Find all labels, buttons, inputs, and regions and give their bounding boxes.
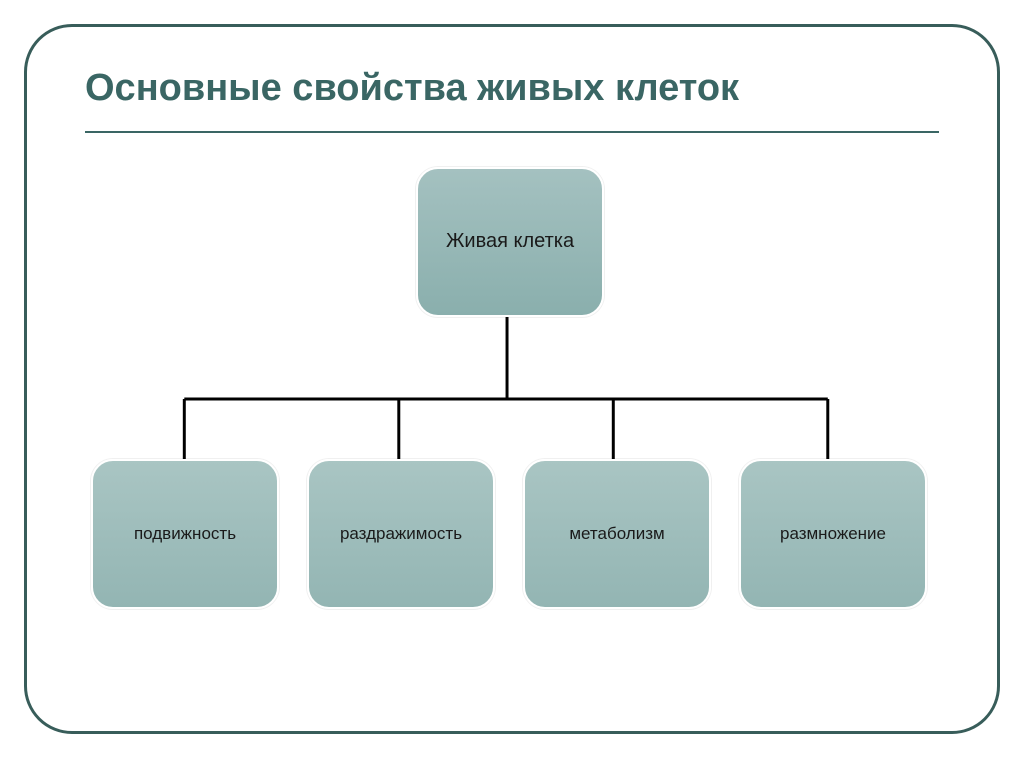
child-node-reproduction: размножение bbox=[739, 459, 927, 609]
slide-title: Основные свойства живых клеток bbox=[85, 65, 939, 113]
slide-frame: Основные свойства живых клеток Живая кле… bbox=[24, 24, 1000, 734]
child-node-irritability: раздражимость bbox=[307, 459, 495, 609]
child-node-label: метаболизм bbox=[569, 524, 664, 544]
child-node-label: раздражимость bbox=[340, 524, 462, 544]
child-node-label: размножение bbox=[780, 524, 886, 544]
child-node-label: подвижность bbox=[134, 524, 236, 544]
child-node-mobility: подвижность bbox=[91, 459, 279, 609]
root-node-label: Живая клетка bbox=[446, 230, 574, 253]
title-underline bbox=[85, 131, 939, 133]
root-node: Живая клетка bbox=[416, 167, 604, 317]
child-node-metabolism: метаболизм bbox=[523, 459, 711, 609]
org-diagram: Живая клетка подвижность раздражимость м… bbox=[85, 153, 939, 613]
